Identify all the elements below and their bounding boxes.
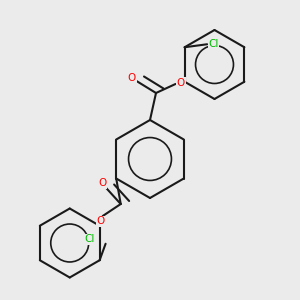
Text: O: O: [177, 77, 185, 88]
Text: O: O: [128, 73, 136, 83]
Text: O: O: [99, 178, 107, 188]
Text: Cl: Cl: [208, 39, 219, 49]
Text: Cl: Cl: [84, 234, 94, 244]
Text: O: O: [96, 216, 104, 226]
